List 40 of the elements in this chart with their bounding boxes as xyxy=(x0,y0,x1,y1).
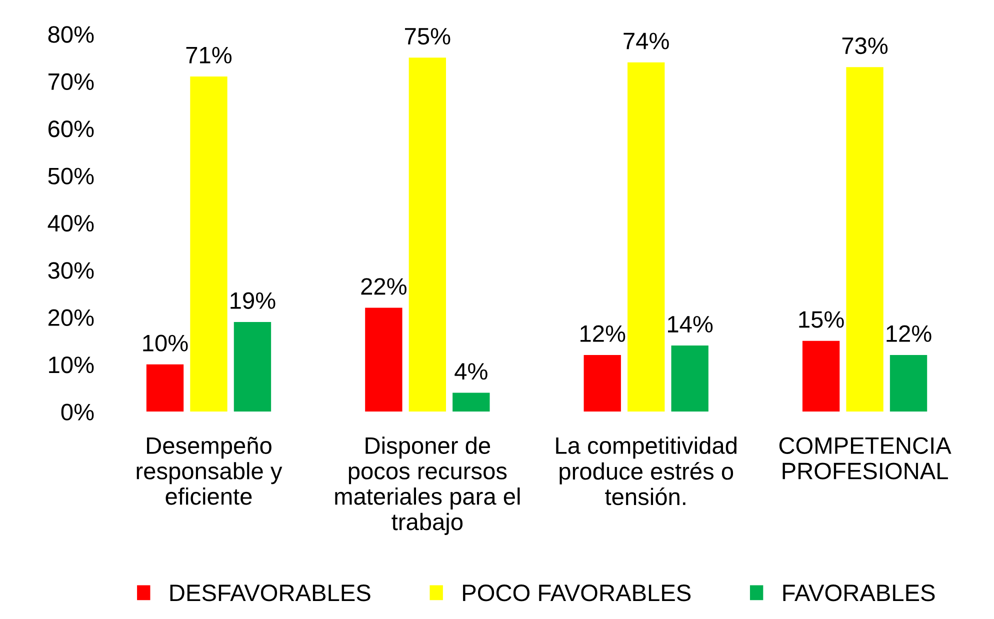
bar xyxy=(628,62,665,412)
data-label: 71% xyxy=(186,46,232,64)
bar xyxy=(146,364,184,412)
bar xyxy=(452,392,490,412)
y-tick-label: 60% xyxy=(48,120,94,138)
y-tick-label: 50% xyxy=(48,168,94,184)
x-tick-label: La competitividad produce estrés o tensión. xyxy=(556,436,736,506)
data-label: 73% xyxy=(842,37,888,54)
legend-label: DESFAVORABLES xyxy=(170,584,370,602)
y-tick-label: 10% xyxy=(49,356,94,374)
bar xyxy=(890,354,928,412)
bar xyxy=(365,308,402,412)
bar xyxy=(846,67,884,412)
y-tick-label: 70% xyxy=(48,73,94,90)
data-label: 15% xyxy=(799,311,844,328)
x-tick-label: Disponer de pocos recursos materiales para el trabajo xyxy=(335,436,520,535)
y-tick-label: 80% xyxy=(48,26,94,43)
legend-label: FAVORABLES xyxy=(783,584,935,602)
data-label: 75% xyxy=(405,28,450,45)
bar xyxy=(802,340,840,412)
bar xyxy=(408,58,446,412)
y-tick-label: 30% xyxy=(48,262,94,279)
bar xyxy=(671,346,708,412)
data-label: 14% xyxy=(668,316,713,332)
data-label: 10% xyxy=(143,334,188,352)
bar xyxy=(190,76,228,412)
x-tick-label: Desempeño responsable y eficiente xyxy=(136,436,282,505)
data-label: 4% xyxy=(454,363,488,380)
x-tick-label: COMPETENCIA PROFESIONAL xyxy=(779,437,952,480)
y-tick-label: 20% xyxy=(48,309,94,326)
data-label: 12% xyxy=(886,325,932,342)
data-label: 19% xyxy=(230,292,276,309)
data-label: 12% xyxy=(580,325,626,342)
data-label: 22% xyxy=(361,278,406,295)
y-tick-label: 40% xyxy=(48,214,94,232)
data-label: 74% xyxy=(624,32,669,50)
legend-label: POCO FAVORABLES xyxy=(463,584,691,602)
y-tick-label: 0% xyxy=(61,404,94,420)
bar xyxy=(584,354,621,412)
bar xyxy=(234,322,272,412)
